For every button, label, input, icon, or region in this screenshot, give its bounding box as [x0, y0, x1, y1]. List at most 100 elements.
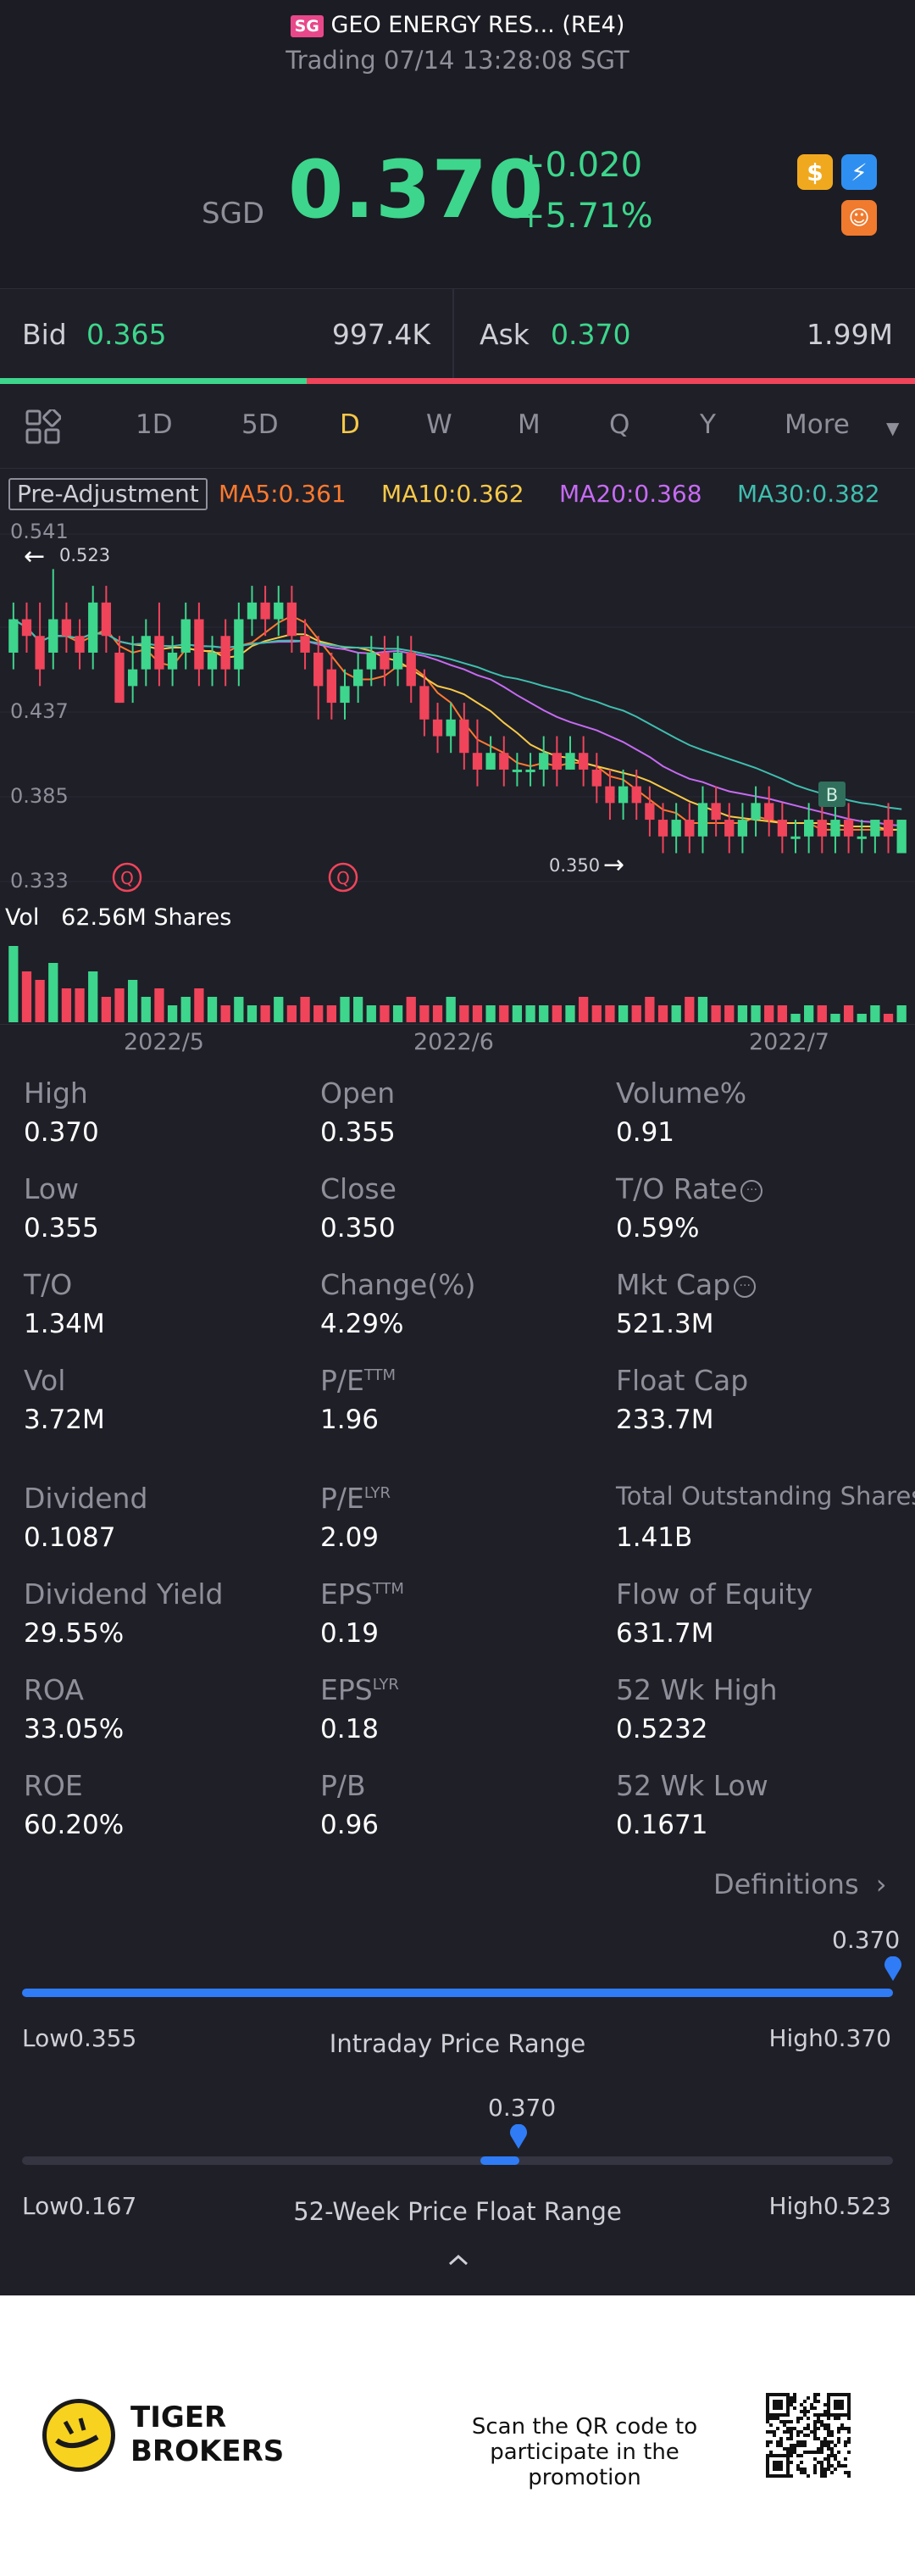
intraday-low: Low0.355: [22, 2024, 137, 2052]
candle: [605, 769, 615, 821]
stat-value-roe: 60.20%: [24, 1810, 125, 1840]
candle: [88, 586, 98, 670]
stat-label-close: Close: [320, 1172, 396, 1205]
stat-label-open: Open: [320, 1077, 395, 1110]
stat-label-pe-lyr: P/ELYR: [320, 1482, 391, 1515]
candle: [711, 786, 721, 837]
candle: [671, 803, 681, 854]
qr-line-1: Scan the QR code to: [471, 2414, 698, 2440]
definitions-link[interactable]: Definitions ›: [713, 1868, 887, 1900]
candle: [737, 803, 748, 854]
chevron-right-icon: ›: [875, 1868, 887, 1900]
info-icon[interactable]: ···: [734, 1275, 757, 1298]
stat-label-dividend: Dividend: [24, 1482, 147, 1515]
stat-label-total-outstanding-shares: Total Outstanding Shares: [616, 1482, 915, 1511]
pre-adjustment-toggle[interactable]: Pre-Adjustment: [8, 478, 208, 510]
volume-bar: [751, 1005, 761, 1022]
period-tabs: 1D 5D D W M Q Y More ▼: [0, 384, 915, 469]
week52-high: High0.523: [768, 2192, 891, 2220]
stat-value-float-cap: 233.7M: [616, 1405, 714, 1435]
volume-bar: [8, 946, 19, 1022]
stat-label-text: Total Outstanding Shares: [616, 1482, 915, 1511]
stat-label-text: Float Cap: [616, 1364, 749, 1397]
volume-bar: [247, 1005, 258, 1022]
layout-grid-icon[interactable]: [25, 409, 61, 445]
volume-bar: [724, 1005, 735, 1022]
stat-label-text: ROA: [24, 1673, 84, 1706]
candle: [35, 602, 45, 687]
community-icon[interactable]: ☺: [841, 200, 877, 236]
volume-title: Vol: [5, 904, 40, 931]
stat-label-text: EPS: [320, 1673, 373, 1706]
stat-value-volume-pct: 0.91: [616, 1117, 675, 1148]
chevron-down-icon[interactable]: ▼: [886, 418, 900, 438]
tab-y[interactable]: Y: [700, 409, 716, 440]
dollar-icon[interactable]: $: [797, 154, 833, 190]
tiger-logo-icon: [42, 2399, 115, 2472]
tab-5d[interactable]: 5D: [241, 409, 279, 440]
candle: [274, 586, 284, 637]
stat-label-text: Dividend: [24, 1482, 148, 1515]
stat-label-roa: ROA: [24, 1673, 84, 1706]
candle: [446, 703, 456, 754]
promo-footer: TIGER BROKERS Scan the QR code to partic…: [0, 2295, 915, 2576]
buy-marker[interactable]: B: [818, 782, 846, 807]
candle: [512, 753, 523, 787]
candle: [167, 636, 178, 687]
volume-bar: [101, 997, 111, 1022]
ask-price: 0.370: [551, 318, 631, 351]
bid-volume-bar: [0, 378, 307, 384]
svg-text:Q: Q: [336, 868, 350, 888]
candle: [313, 636, 324, 720]
info-icon[interactable]: ···: [740, 1179, 763, 1202]
tab-q[interactable]: Q: [609, 409, 630, 440]
volume-bar: [220, 1005, 230, 1022]
volume-value: 62.56M Shares: [61, 904, 232, 931]
qr-code-icon[interactable]: [766, 2393, 851, 2478]
flash-icon[interactable]: ⚡: [841, 154, 877, 190]
brand-line-2: BROKERS: [130, 2434, 285, 2468]
stat-label-market-cap[interactable]: Mkt Cap ···: [616, 1268, 757, 1301]
stat-label-text: Dividend Yield: [24, 1577, 224, 1611]
week52-low: Low0.167: [22, 2192, 137, 2220]
bid-ask-bar: Bid 0.365 997.4K Ask 0.370 1.99M: [0, 288, 915, 383]
stat-label-text: T/O: [24, 1268, 73, 1301]
tab-d[interactable]: D: [340, 409, 360, 440]
event-marker[interactable]: Q: [328, 862, 358, 893]
event-marker[interactable]: Q: [112, 862, 142, 893]
candle: [247, 586, 258, 637]
stat-label-text: 52 Wk Low: [616, 1769, 768, 1802]
volume-bar: [446, 997, 456, 1022]
candle: [552, 736, 562, 787]
tab-m[interactable]: M: [518, 409, 541, 440]
tab-more[interactable]: More: [785, 409, 850, 440]
stat-label-turnover-rate[interactable]: T/O Rate ···: [616, 1172, 763, 1205]
stat-label-text: Vol: [24, 1364, 66, 1397]
stat-label-52wk-low: 52 Wk Low: [616, 1769, 768, 1802]
week52-current-value: 0.370: [488, 2094, 557, 2122]
volume-bar: [512, 1005, 523, 1022]
y-tick-label: 0.385: [10, 784, 69, 808]
candle: [777, 803, 787, 854]
x-tick-label: 2022/6: [413, 1029, 494, 1055]
candlestick-chart[interactable]: 0.541 0.437 0.385 0.333 ← 0.523 0.350 → …: [0, 517, 915, 1034]
volume-bar: [764, 1005, 774, 1022]
stat-label-52wk-high: 52 Wk High: [616, 1673, 778, 1706]
volume-bar: [380, 1005, 390, 1022]
stat-label-turnover: T/O: [24, 1268, 72, 1301]
market-badge: SG: [290, 14, 324, 37]
stat-label-pe-ttm: P/ETTM: [320, 1364, 396, 1397]
candle: [340, 669, 350, 720]
tab-1d[interactable]: 1D: [136, 409, 173, 440]
stat-value-total-outstanding-shares: 1.41B: [616, 1522, 693, 1553]
stat-value-dividend: 0.1087: [24, 1522, 116, 1553]
tab-w[interactable]: W: [426, 409, 452, 440]
candle: [896, 820, 907, 854]
volume-bar: [870, 1005, 880, 1022]
chevron-up-icon[interactable]: [447, 2253, 469, 2267]
intraday-high: High0.370: [768, 2024, 891, 2052]
y-tick-label: 0.541: [10, 520, 69, 543]
candle: [114, 636, 125, 704]
volume-bar: [260, 1005, 270, 1022]
stat-label-change-pct: Change(%): [320, 1268, 475, 1301]
